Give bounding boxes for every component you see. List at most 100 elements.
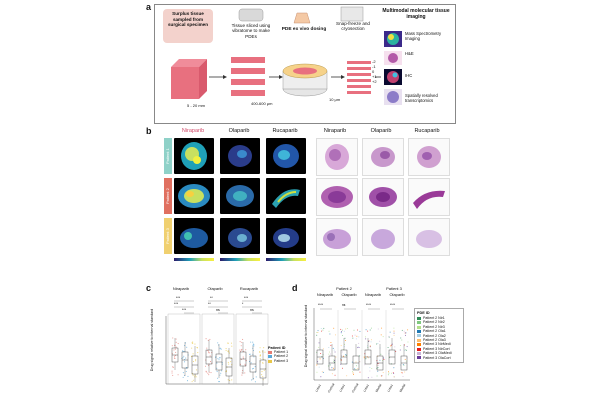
data-point [407, 341, 409, 343]
panel-d-boxplots: **** ns **** **** [313, 303, 410, 381]
data-point [328, 346, 330, 348]
data-point [383, 357, 385, 359]
data-point [262, 376, 264, 378]
data-point [261, 374, 263, 376]
legend-label: Patient 2 Ola3 [423, 338, 446, 343]
data-point [172, 374, 174, 376]
data-point [227, 361, 229, 363]
legend-item: Patient 2 Nir2 [417, 320, 461, 324]
data-point [346, 327, 348, 329]
sig-label: **** [366, 303, 372, 307]
data-point [388, 335, 390, 337]
data-point [239, 341, 241, 343]
patient-tag: Patient 2 [164, 178, 172, 214]
data-point [369, 346, 371, 348]
x-tick: Medial [398, 383, 407, 393]
data-point [402, 375, 404, 377]
data-point [340, 328, 342, 330]
data-point [387, 374, 389, 376]
data-point [344, 340, 346, 342]
data-point [352, 372, 354, 374]
legend-item: Patient 2 Nir1 [417, 316, 461, 320]
data-point [357, 346, 359, 348]
data-point [192, 353, 194, 355]
he-image [362, 218, 404, 256]
data-point [230, 357, 232, 360]
data-point [255, 376, 257, 378]
data-point [259, 354, 261, 356]
data-point [244, 363, 246, 365]
culture-dish [282, 63, 328, 97]
panel-c-label: c [146, 283, 152, 293]
data-point [210, 372, 212, 374]
data-point [343, 343, 345, 345]
msi-image [266, 218, 306, 254]
section-label: +1 [372, 74, 377, 79]
data-point [252, 345, 254, 347]
legend-item: Patient 2 Ola3 [417, 338, 461, 342]
data-point [377, 328, 379, 330]
data-point [249, 353, 251, 355]
data-point [341, 329, 343, 331]
data-point [259, 347, 261, 349]
data-point [181, 350, 184, 352]
data-point [243, 350, 245, 352]
data-point [341, 351, 343, 353]
data-point [354, 368, 356, 370]
msi-image [220, 218, 260, 254]
data-point [341, 334, 343, 336]
x-tick: Lobe1 [338, 383, 346, 393]
data-point [359, 330, 361, 332]
data-point [253, 367, 255, 369]
data-point [253, 356, 255, 358]
legend-item: Patient 3 NirMedi [417, 342, 461, 346]
data-point [332, 347, 334, 349]
data-point [244, 372, 246, 374]
data-point [251, 368, 254, 370]
data-point [219, 374, 221, 376]
data-point [186, 380, 189, 382]
legend-item: Patient 2 Ola2 [417, 334, 461, 338]
data-point [261, 371, 263, 373]
x-tick: Cortical [326, 382, 336, 394]
legend-item: Patient 2 Nir3 [417, 325, 461, 329]
data-point [317, 330, 319, 332]
he-col-header: Olaparib [370, 128, 392, 134]
data-point [186, 346, 188, 348]
panel-d-group: Olaparib [389, 292, 405, 297]
panel-d: Patient 2 Patient 3 Niraparib Olaparib N… [300, 286, 464, 398]
data-point [320, 376, 322, 378]
size-label-1: 5 - 20 mm [187, 103, 206, 108]
sig-label: *** [176, 296, 181, 300]
data-point [340, 332, 342, 334]
data-point [185, 357, 187, 359]
data-point [380, 353, 382, 355]
legend-item: Patient 3 OlaCort [417, 356, 461, 360]
panel-c-boxplots: *** *** *** ** ** ns *** * ns [165, 296, 269, 386]
data-point [351, 371, 353, 373]
data-point [218, 381, 220, 383]
data-point [219, 348, 221, 350]
data-point [393, 332, 395, 334]
data-point [351, 361, 353, 363]
data-point [240, 345, 242, 347]
data-point [220, 348, 222, 350]
data-point [171, 372, 173, 374]
msi-col-header: Olaparib [228, 128, 250, 134]
legend-label: Patient 2 [274, 354, 289, 359]
data-point [365, 329, 367, 331]
data-point [404, 349, 406, 351]
data-point [172, 337, 174, 339]
data-point [365, 358, 367, 360]
panel-c-group: Olaparib [207, 286, 223, 291]
data-point [172, 366, 174, 368]
data-point [340, 331, 342, 333]
he-image [408, 218, 450, 256]
data-point [192, 341, 194, 343]
legend-label: Patient 3 [274, 358, 289, 363]
data-point [341, 355, 343, 357]
sig-label: **** [318, 303, 324, 307]
data-point [175, 351, 177, 353]
data-point [225, 347, 227, 350]
legend-swatch [417, 334, 421, 338]
